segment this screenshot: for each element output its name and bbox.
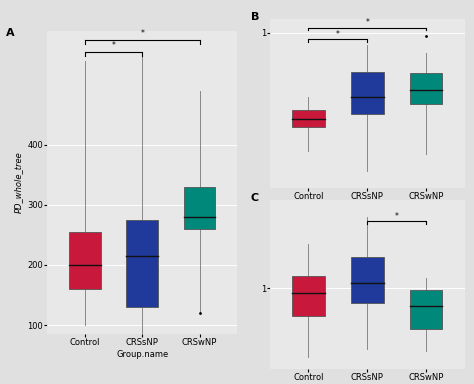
Text: *: * [365,18,369,27]
Y-axis label: PD_whole_tree: PD_whole_tree [14,152,23,213]
Bar [127,220,158,307]
X-axis label: Group.name: Group.name [116,350,168,359]
Text: *: * [111,41,115,50]
Bar [69,232,100,289]
Bar [410,290,442,329]
Text: *: * [336,30,340,39]
Bar [351,257,383,303]
Bar [292,276,325,316]
Text: *: * [395,212,399,220]
Bar [184,187,216,229]
Text: B: B [251,12,259,22]
Bar [351,71,383,114]
Text: A: A [6,28,14,38]
Text: C: C [251,193,259,203]
Bar [292,111,325,127]
Text: *: * [140,29,144,38]
Bar [410,73,442,104]
